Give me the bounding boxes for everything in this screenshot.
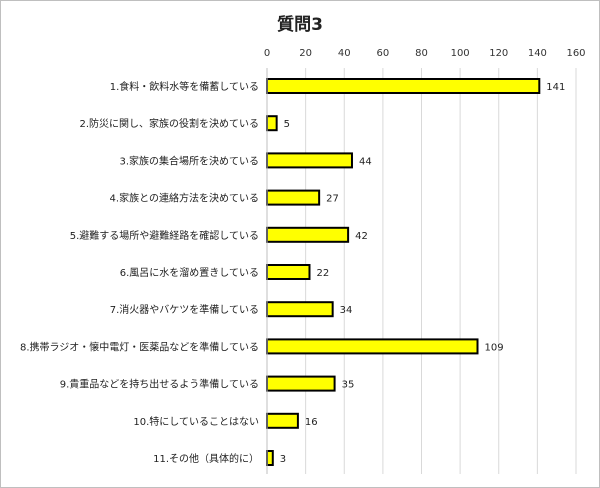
category-label: 1.食料・飲料水等を備蓄している	[110, 80, 259, 93]
chart-title: 質問3	[277, 15, 323, 35]
data-label: 3	[280, 454, 286, 465]
data-label: 42	[355, 231, 368, 242]
category-label: 9.貴重品などを持ち出せるよう準備している	[60, 378, 259, 391]
data-label: 16	[305, 417, 318, 428]
category-label: 4.家族との連絡方法を決めている	[110, 192, 259, 205]
bar	[266, 189, 321, 206]
data-label: 5	[284, 119, 290, 130]
data-label: 109	[485, 342, 504, 353]
bar	[266, 412, 299, 429]
bar	[266, 301, 334, 318]
bar	[266, 226, 350, 243]
bar	[266, 115, 278, 132]
x-tick-label: 160	[566, 48, 585, 59]
bar	[266, 78, 541, 94]
category-label: 8.携帯ラジオ・懐中電灯・医薬品などを準備している	[20, 340, 259, 353]
bar	[266, 264, 311, 280]
category-label: 11.その他（具体的に）	[153, 452, 259, 465]
bar	[266, 152, 353, 169]
x-tick-label: 40	[338, 48, 351, 59]
category-label: 6.風呂に水を溜め置きしている	[120, 266, 259, 279]
data-label: 44	[359, 156, 372, 167]
category-label: 5.避難する場所や避難経路を確認している	[70, 229, 259, 242]
category-label: 3.家族の集合場所を決めている	[119, 154, 259, 167]
bar	[266, 338, 479, 355]
x-tick-label: 0	[264, 48, 270, 59]
data-label: 35	[342, 380, 355, 391]
x-tick-label: 120	[489, 48, 508, 59]
x-tick-label: 100	[451, 48, 470, 59]
data-label: 34	[340, 305, 353, 316]
x-tick-label: 140	[528, 48, 547, 59]
data-label: 27	[326, 194, 339, 205]
x-tick-label: 20	[299, 48, 312, 59]
x-tick-label: 60	[377, 48, 390, 59]
category-label: 7.消火器やバケツを準備している	[110, 303, 259, 316]
data-label: 141	[546, 82, 565, 93]
category-label: 2.防災に関し、家族の役割を決めている	[79, 117, 259, 130]
x-tick-label: 80	[415, 48, 428, 59]
data-label: 22	[316, 268, 329, 279]
category-label: 10.特にしていることはない	[133, 416, 259, 428]
bar	[266, 375, 336, 392]
bar	[266, 450, 274, 466]
